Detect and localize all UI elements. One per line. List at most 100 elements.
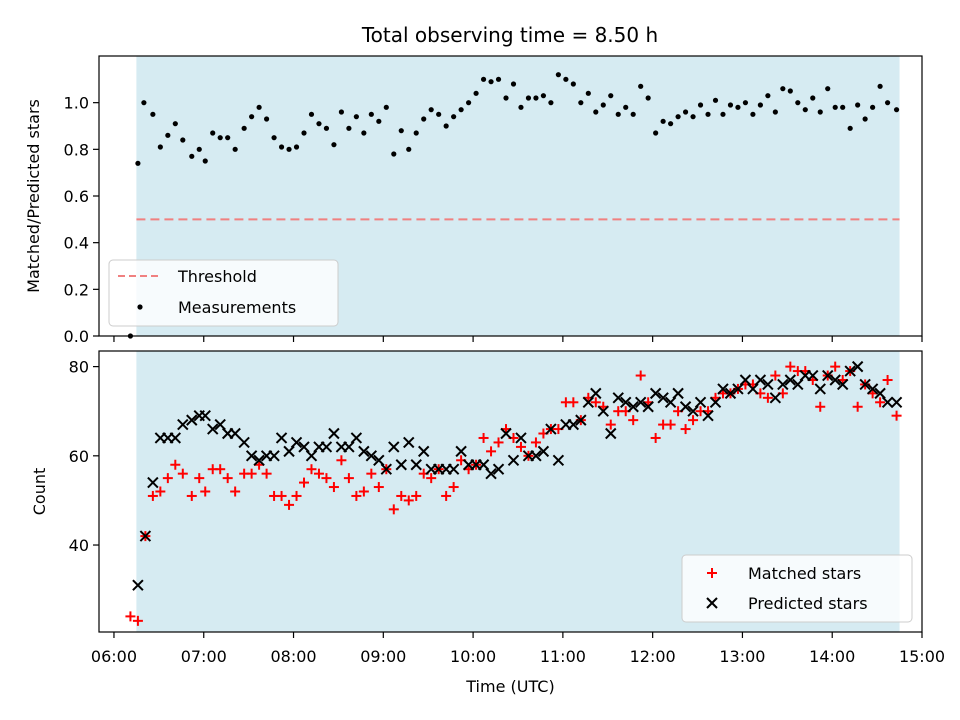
predicted-star-point-b <box>365 450 378 462</box>
predicted-star-point-b <box>530 450 542 462</box>
measurement-point <box>495 76 502 82</box>
top-y-tick-label: 0.8 <box>64 140 89 159</box>
matched-star-point <box>194 473 205 484</box>
predicted-star-point-b <box>567 418 580 431</box>
top-x-ticks <box>113 336 923 342</box>
measurement-point <box>638 83 644 89</box>
matched-star-point <box>852 401 863 412</box>
predicted-star-point-b <box>784 374 797 386</box>
matched-star-point <box>125 611 136 622</box>
matched-star-point <box>815 401 826 412</box>
predicted-legend-label: Predicted stars <box>748 594 868 613</box>
measurement-point <box>660 118 666 124</box>
measurement-point <box>712 97 719 103</box>
matched-star-point <box>351 490 362 501</box>
predicted-star-point-b <box>229 427 241 440</box>
predicted-star-point-b <box>807 369 819 382</box>
predicted-star-point <box>515 432 527 444</box>
chart-title: Total observing time = 8.50 h <box>361 23 658 47</box>
predicted-star-point <box>754 374 767 386</box>
predicted-star-point-b <box>253 454 265 466</box>
matched-star-point <box>628 415 639 426</box>
measurement-point <box>742 100 749 106</box>
predicted-star-point <box>642 401 654 413</box>
matched-star-point <box>230 486 241 497</box>
measurement-point <box>488 79 494 85</box>
measurement-point <box>428 107 434 113</box>
predicted-star-point-b <box>822 369 834 382</box>
predicted-star-point <box>792 378 804 391</box>
predicted-star-point <box>410 459 422 471</box>
measurement-point <box>772 109 778 115</box>
measurement-point <box>750 111 756 117</box>
predicted-star-point <box>582 396 595 409</box>
predicted-star-point-b <box>634 396 647 409</box>
measurement-point <box>548 100 554 106</box>
x-tick-label: 11:00 <box>540 647 586 666</box>
predicted-star-point-b <box>769 392 782 404</box>
predicted-legend-swatch <box>706 597 718 609</box>
predicted-star-point <box>890 396 903 409</box>
predicted-star-point-b <box>664 396 677 409</box>
predicted-star-point-b <box>358 445 370 458</box>
measurement-point <box>585 90 591 96</box>
predicted-star-point-b <box>679 401 692 413</box>
predicted-legend-marker <box>706 597 718 609</box>
predicted-star-point-b <box>844 365 856 377</box>
measurement-point <box>308 111 315 117</box>
matched-star-point <box>276 490 287 501</box>
top-y-tick-label: 0.0 <box>64 327 89 346</box>
measurement-point <box>189 153 195 159</box>
predicted-star-point-b <box>410 459 422 471</box>
predicted-star-point <box>836 378 849 391</box>
x-tick-label: 12:00 <box>630 647 676 666</box>
predicted-star-point <box>814 383 826 395</box>
predicted-star-point-b <box>866 383 879 395</box>
predicted-star-point-b <box>177 418 189 431</box>
predicted-star-point <box>229 427 241 440</box>
predicted-star-point <box>859 378 871 391</box>
matched-star-point <box>328 482 339 493</box>
predicted-star-point-b <box>199 409 211 422</box>
matched-star-point <box>246 468 257 479</box>
measurement-point <box>668 121 674 127</box>
measurement-point <box>570 81 576 87</box>
matched-star-point <box>650 432 661 443</box>
matched-star-point <box>762 392 773 403</box>
measurement-point <box>241 125 247 131</box>
matched-star-point <box>605 419 616 430</box>
measurement-point <box>301 130 307 136</box>
predicted-star-point <box>388 441 400 453</box>
matched-star-point <box>568 397 579 408</box>
matched-star-point <box>785 361 796 372</box>
predicted-star-point-b <box>455 445 467 458</box>
predicted-star-point-b <box>702 409 714 422</box>
predicted-star-point <box>253 454 265 466</box>
measurement-point <box>608 93 614 99</box>
measurement-point <box>150 111 156 117</box>
predicted-star-point <box>807 369 819 382</box>
predicted-star-point <box>283 445 295 458</box>
measurement-point <box>383 104 389 110</box>
predicted-star-point <box>844 365 856 377</box>
matched-star-point <box>635 370 646 381</box>
measurement-point <box>256 104 262 110</box>
bottom-x-ticks: 06:00 07:00 08:00 09:00 10:00 11:00 12:00 13:00… <box>91 632 945 666</box>
predicted-star-points <box>132 360 903 591</box>
predicted-star-point <box>739 374 752 386</box>
measurement-point <box>787 88 793 94</box>
predicted-star-point <box>597 405 609 417</box>
predicted-star-point <box>403 436 415 449</box>
measurement-point <box>406 146 412 152</box>
predicted-star-point-b <box>305 450 318 462</box>
predicted-star-point-b <box>739 374 752 386</box>
measurement-point <box>172 121 178 127</box>
matched-legend-swatch <box>707 568 717 578</box>
predicted-star-point-b <box>298 441 310 453</box>
predicted-star-point <box>199 409 211 422</box>
measurement-point <box>615 111 621 117</box>
matched-star-point <box>321 473 332 484</box>
matched-star-point <box>388 504 399 515</box>
predicted-star-point-b <box>380 463 393 475</box>
matched-star-point <box>147 490 158 501</box>
